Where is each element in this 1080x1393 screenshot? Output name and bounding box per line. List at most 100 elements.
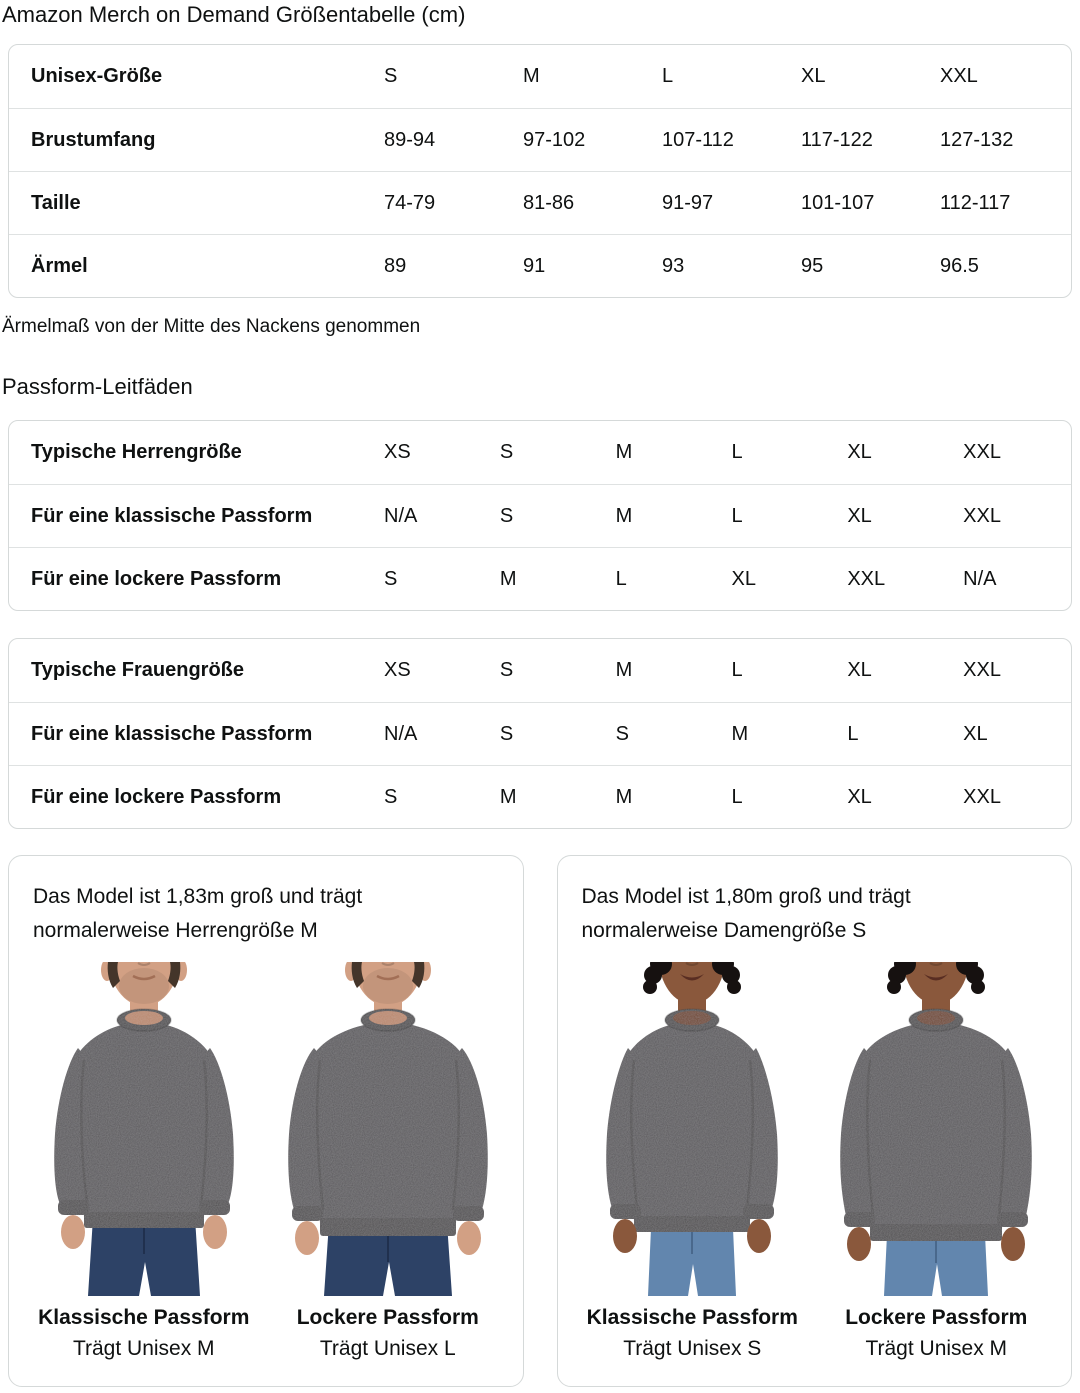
fit-label: Lockere Passform <box>296 1306 479 1329</box>
cell-value: S <box>384 567 398 590</box>
table-row: Für eine lockere Passform S M M L XL XXL <box>9 765 1071 828</box>
model-photo: Klassische Passform Trägt Unisex M <box>33 962 254 1364</box>
cell-value: 127-132 <box>940 128 1014 151</box>
photo-caption: Klassische Passform Trägt Unisex S <box>582 1304 802 1364</box>
column-header: XS <box>384 659 411 681</box>
cell-value: M <box>499 567 517 590</box>
model-card-women: Das Model ist 1,80m groß und trägt norma… <box>556 855 1072 1387</box>
cell-value: 89-94 <box>384 128 436 151</box>
cell-value: S <box>384 785 398 808</box>
cell-value: XL <box>847 785 872 808</box>
column-header: L <box>662 65 674 87</box>
column-header: L <box>731 441 743 463</box>
cell-value: S <box>499 722 514 745</box>
sleeve-footnote: Ärmelmaß von der Mitte des Nackens genom… <box>2 316 421 337</box>
women-fit-table: Typische Frauengröße XS S M L XL XXL Für… <box>8 638 1072 829</box>
row-label: Brustumfang <box>31 128 156 151</box>
cell-value: M <box>499 785 517 808</box>
column-header: M <box>615 441 633 463</box>
cell-value: XL <box>731 567 756 590</box>
model-photo: Lockere Passform Trägt Unisex M <box>826 962 1047 1364</box>
size-label: Trägt Unisex M <box>865 1337 1008 1360</box>
row-label: Typische Herrengröße <box>31 441 242 463</box>
cell-value: 89 <box>384 254 407 277</box>
table-row: Für eine klassische Passform N/A S S M L… <box>9 702 1071 765</box>
cell-value: 107-112 <box>662 128 734 151</box>
cell-value: 81-86 <box>523 191 575 214</box>
table-row: Für eine lockere Passform S M L XL XXL N… <box>9 547 1071 610</box>
table-header-row: Typische Herrengröße XS S M L XL XXL <box>9 421 1071 484</box>
cell-value: M <box>615 504 633 527</box>
model-photo: Lockere Passform Trägt Unisex L <box>277 962 498 1364</box>
cell-value: M <box>615 785 633 808</box>
cell-value: 101-107 <box>801 191 875 214</box>
column-header: M <box>615 659 633 681</box>
cell-value: XXL <box>847 567 886 590</box>
table-row: Ärmel 89 91 93 95 96.5 <box>9 234 1071 297</box>
row-label: Ärmel <box>31 254 88 277</box>
fit-label: Lockere Passform <box>845 1306 1028 1329</box>
table-row: Taille 74-79 81-86 91-97 101-107 112-117 <box>9 171 1071 234</box>
column-header: XL <box>801 65 826 87</box>
cell-value: N/A <box>963 567 997 590</box>
size-label: Trägt Unisex S <box>623 1337 762 1360</box>
cell-value: S <box>615 722 629 745</box>
model-cards: Das Model ist 1,83m groß und trägt norma… <box>8 855 1072 1387</box>
fit-label: Klassische Passform <box>38 1306 250 1329</box>
photo-caption: Lockere Passform Trägt Unisex M <box>826 1304 1046 1364</box>
cell-value: XXL <box>963 504 1001 527</box>
photo-caption: Klassische Passform Trägt Unisex M <box>34 1304 254 1364</box>
card-description: Das Model ist 1,80m groß und trägt norma… <box>581 885 911 942</box>
column-header: XL <box>847 441 872 463</box>
cell-value: XL <box>847 504 872 527</box>
page-title: Amazon Merch on Demand Größentabelle (cm… <box>2 2 466 27</box>
column-header: S <box>499 659 514 681</box>
column-header: XXL <box>963 659 1001 681</box>
photos-row: Klassische Passform Trägt Unisex M Locke… <box>33 962 499 1364</box>
row-label: Typische Frauengröße <box>31 659 245 681</box>
cell-value: XL <box>963 722 988 745</box>
fit-guides-heading: Passform-Leitfäden <box>2 374 193 399</box>
size-label: Trägt Unisex L <box>319 1337 456 1360</box>
cell-value: N/A <box>384 722 418 745</box>
photo-caption: Lockere Passform Trägt Unisex L <box>278 1304 498 1364</box>
cell-value: 93 <box>662 254 685 277</box>
unisex-size-table: Unisex-Größe S M L XL XXL Brustumfang 89… <box>8 44 1072 298</box>
model-photo: Klassische Passform Trägt Unisex S <box>582 962 803 1364</box>
table-row: Brustumfang 89-94 97-102 107-112 117-122… <box>9 108 1071 171</box>
model-photo-image <box>582 962 803 1296</box>
cell-value: S <box>499 504 514 527</box>
column-header: S <box>384 65 398 87</box>
cell-value: M <box>731 722 749 745</box>
model-photo-image <box>277 962 498 1296</box>
cell-value: 91 <box>523 254 546 277</box>
column-header: XL <box>847 659 872 681</box>
column-header: XXL <box>963 441 1001 463</box>
table-header-row: Unisex-Größe S M L XL XXL <box>9 45 1071 108</box>
column-header: S <box>499 441 514 463</box>
column-header: M <box>523 65 540 87</box>
cell-value: 96.5 <box>940 254 979 277</box>
model-card-men: Das Model ist 1,83m groß und trägt norma… <box>8 855 524 1387</box>
card-description: Das Model ist 1,83m groß und trägt norma… <box>33 885 363 942</box>
row-label: Für eine lockere Passform <box>31 567 282 590</box>
row-label: Für eine lockere Passform <box>31 785 282 808</box>
men-fit-table: Typische Herrengröße XS S M L XL XXL Für… <box>8 420 1072 611</box>
cell-value: L <box>615 567 627 590</box>
row-label: Taille <box>31 191 81 214</box>
cell-value: 91-97 <box>662 191 714 214</box>
cell-value: L <box>731 504 743 527</box>
row-label: Unisex-Größe <box>31 65 163 87</box>
size-label: Trägt Unisex M <box>72 1337 215 1360</box>
cell-value: L <box>847 722 859 745</box>
column-header: XS <box>384 441 411 463</box>
column-header: XXL <box>940 65 978 87</box>
cell-value: 97-102 <box>523 128 586 151</box>
row-label: Für eine klassische Passform <box>31 504 313 527</box>
column-header: L <box>731 659 743 681</box>
cell-value: N/A <box>384 504 418 527</box>
cell-value: 95 <box>801 254 824 277</box>
row-label: Für eine klassische Passform <box>31 722 313 745</box>
table-row: Für eine klassische Passform N/A S M L X… <box>9 484 1071 547</box>
